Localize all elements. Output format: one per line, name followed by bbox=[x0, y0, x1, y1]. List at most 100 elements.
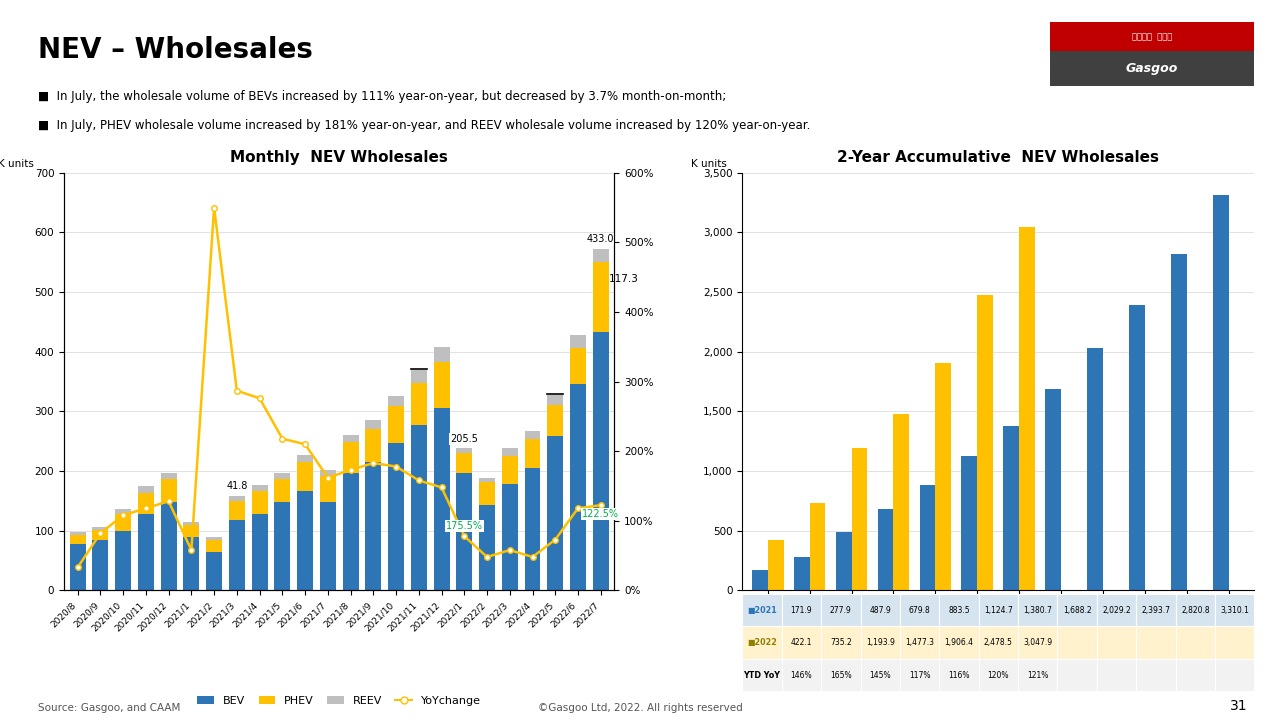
Text: YTD YoY: YTD YoY bbox=[744, 670, 781, 680]
Text: K units: K units bbox=[691, 158, 727, 168]
Bar bbox=[252, 514, 268, 590]
Bar bbox=[1137, 626, 1175, 659]
Bar bbox=[274, 502, 291, 590]
Bar bbox=[411, 383, 426, 425]
Bar bbox=[138, 493, 154, 514]
Bar bbox=[878, 509, 893, 590]
Bar bbox=[388, 406, 404, 443]
Bar bbox=[570, 335, 586, 348]
Bar bbox=[252, 491, 268, 514]
Bar bbox=[479, 505, 495, 590]
Bar bbox=[115, 531, 131, 590]
Bar bbox=[979, 626, 1018, 659]
Bar bbox=[502, 456, 517, 485]
Bar bbox=[768, 540, 783, 590]
Bar bbox=[822, 659, 860, 691]
Bar bbox=[1175, 594, 1215, 626]
Bar bbox=[548, 395, 563, 405]
Bar bbox=[1097, 659, 1137, 691]
Title: Monthly  NEV Wholesales: Monthly NEV Wholesales bbox=[230, 150, 448, 165]
Bar bbox=[92, 540, 109, 590]
Text: 2,029.2: 2,029.2 bbox=[1102, 606, 1132, 615]
Text: 1,193.9: 1,193.9 bbox=[865, 638, 895, 647]
Bar bbox=[343, 436, 358, 443]
Bar bbox=[1018, 626, 1057, 659]
Bar bbox=[1097, 626, 1137, 659]
Text: Source: Gasgoo, and CAAM: Source: Gasgoo, and CAAM bbox=[38, 703, 180, 713]
Legend: BEV, PHEV, REEV, YoYchange: BEV, PHEV, REEV, YoYchange bbox=[193, 691, 485, 710]
Bar bbox=[229, 520, 244, 590]
Bar bbox=[1050, 22, 1254, 50]
Text: 1,688.2: 1,688.2 bbox=[1062, 606, 1092, 615]
Bar bbox=[794, 557, 809, 590]
Bar bbox=[183, 525, 200, 536]
Bar bbox=[1057, 594, 1097, 626]
Bar bbox=[115, 509, 131, 514]
Bar bbox=[525, 468, 540, 590]
Text: 735.2: 735.2 bbox=[829, 638, 851, 647]
Bar bbox=[320, 470, 335, 476]
Bar bbox=[940, 594, 979, 626]
Bar bbox=[525, 431, 540, 439]
Text: 120%: 120% bbox=[988, 670, 1009, 680]
Bar bbox=[206, 552, 221, 590]
Bar bbox=[782, 659, 822, 691]
Bar bbox=[138, 514, 154, 590]
Bar bbox=[1004, 426, 1019, 590]
Bar bbox=[570, 384, 586, 590]
Text: 171.9: 171.9 bbox=[791, 606, 813, 615]
Bar bbox=[1215, 626, 1254, 659]
Text: NEV – Wholesales: NEV – Wholesales bbox=[38, 36, 314, 64]
Text: 422.1: 422.1 bbox=[791, 638, 813, 647]
Bar bbox=[936, 363, 951, 590]
Bar bbox=[274, 474, 291, 480]
Bar bbox=[161, 474, 177, 480]
Bar bbox=[961, 456, 978, 590]
Bar bbox=[1019, 227, 1036, 590]
Bar bbox=[742, 626, 782, 659]
Bar bbox=[1046, 389, 1061, 590]
Bar bbox=[742, 594, 782, 626]
Text: 487.9: 487.9 bbox=[869, 606, 891, 615]
Bar bbox=[297, 491, 314, 590]
Text: 盗世汽车  研究院: 盗世汽车 研究院 bbox=[1132, 32, 1172, 41]
Bar bbox=[836, 532, 851, 590]
Bar bbox=[1018, 594, 1057, 626]
Bar bbox=[900, 594, 940, 626]
Bar bbox=[229, 496, 244, 501]
Bar bbox=[206, 536, 221, 540]
Bar bbox=[92, 526, 109, 529]
Text: 2,393.7: 2,393.7 bbox=[1142, 606, 1170, 615]
Text: K units: K units bbox=[0, 158, 33, 168]
Bar bbox=[782, 626, 822, 659]
Bar bbox=[479, 477, 495, 482]
Bar bbox=[365, 420, 381, 429]
Text: 277.9: 277.9 bbox=[829, 606, 851, 615]
Text: 117.3: 117.3 bbox=[609, 274, 639, 284]
Bar bbox=[252, 485, 268, 491]
Text: ■  In July, the wholesale volume of BEVs increased by 111% year-on-year, but dec: ■ In July, the wholesale volume of BEVs … bbox=[38, 90, 727, 103]
Bar bbox=[893, 414, 909, 590]
Bar bbox=[1175, 626, 1215, 659]
Bar bbox=[1215, 594, 1254, 626]
Bar bbox=[388, 443, 404, 590]
Bar bbox=[343, 443, 358, 474]
Bar bbox=[1175, 659, 1215, 691]
Text: 116%: 116% bbox=[948, 670, 970, 680]
Bar bbox=[434, 408, 449, 590]
Bar bbox=[593, 332, 609, 590]
Text: 2,820.8: 2,820.8 bbox=[1181, 606, 1210, 615]
Bar bbox=[979, 594, 1018, 626]
Bar bbox=[900, 626, 940, 659]
Text: 1,477.3: 1,477.3 bbox=[905, 638, 934, 647]
Text: ■  In July, PHEV wholesale volume increased by 181% year-on-year, and REEV whole: ■ In July, PHEV wholesale volume increas… bbox=[38, 119, 810, 132]
Bar bbox=[1057, 659, 1097, 691]
Text: 679.8: 679.8 bbox=[909, 606, 931, 615]
Bar bbox=[502, 449, 517, 456]
Text: 122.5%: 122.5% bbox=[582, 508, 620, 518]
Text: 1,906.4: 1,906.4 bbox=[945, 638, 974, 647]
Bar bbox=[860, 626, 900, 659]
Bar bbox=[919, 485, 936, 590]
Bar bbox=[274, 480, 291, 502]
Text: 121%: 121% bbox=[1027, 670, 1048, 680]
